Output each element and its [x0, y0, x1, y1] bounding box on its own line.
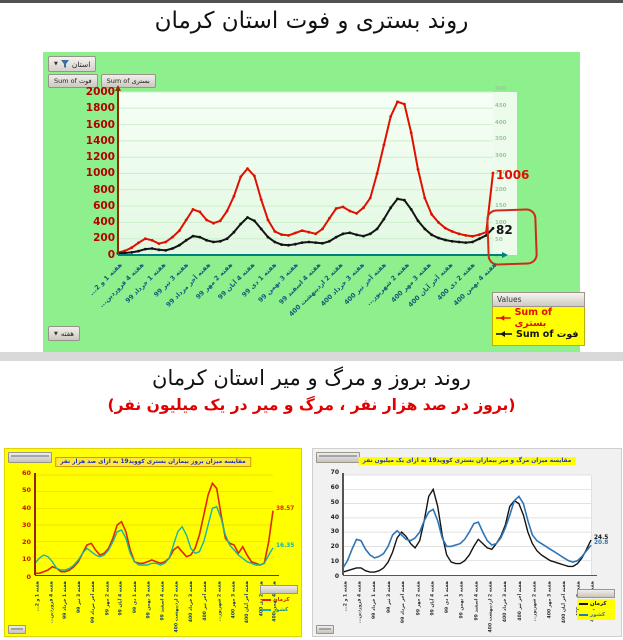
country-series-marker-icon: [262, 609, 271, 611]
legend-header-bar: [260, 585, 298, 594]
primary-y-axis-labels: 2000 1800 1600 1400 1200 1000 800 600 400 200 0: [85, 86, 115, 261]
secondary-y-axis-labels: 500 450 400 350 300 250 200 150 100 50 0: [495, 86, 507, 260]
province-filter-label: استان: [71, 59, 91, 69]
y-axis-line: [342, 473, 344, 575]
legend-row-deaths: Sum of فوت: [496, 326, 581, 342]
x-axis-line: [35, 574, 279, 576]
mortality-legend: کرمان کشور: [577, 589, 615, 621]
mortality-chart-title: مقایسه میزان مرگ و میر بیماران بستری کوو…: [358, 457, 576, 465]
legend-label-deaths: Sum of فوت: [516, 328, 579, 340]
incidence-x-axis-labels: هفته 1 و 2... هفته 4 فروردین... هفته 1 خرد…: [35, 581, 278, 633]
mortality-y-axis-labels: 70 60 50 40 30 20 10 0: [330, 469, 339, 580]
dropdown-arrow-icon: ▼: [54, 330, 58, 337]
legend-header: Values: [492, 292, 585, 307]
x-axis-line: [343, 574, 597, 576]
chart-canvas: [342, 474, 592, 573]
legend-label-country: کشور: [590, 612, 606, 618]
legend-label-admissions: Sum of بستری: [514, 307, 553, 329]
x-axis-labels: هفته 1 و 2... هفته 4 فروردین... هفته 1 خرد…: [87, 261, 499, 319]
trend-line-chart: 1006 82: [114, 85, 538, 266]
incidence-chart-title: مقایسه میزان بروز بیماران بستری کووید19 …: [55, 457, 251, 467]
y-axis-line: [114, 85, 121, 255]
province-filter-button[interactable]: استان ▼: [48, 56, 97, 72]
toolbar-chip[interactable]: [316, 625, 334, 634]
hospital-death-chart-panel: استان ▼ Sum of فوت Sum of بستری 2000 1800…: [43, 52, 585, 352]
top-edge-strip: [0, 0, 623, 3]
chart-canvas: [116, 91, 495, 255]
filter-funnel-icon: [60, 60, 69, 68]
secondary-axis-strip: [493, 92, 517, 255]
country-series-marker-icon: [579, 614, 588, 616]
section1-title: روند بستری و فوت استان کرمان: [154, 8, 469, 34]
toolbar-chip[interactable]: [316, 452, 360, 463]
incidence-chart-panel: مقایسه میزان بروز بیماران بستری کووید19 …: [4, 448, 302, 637]
incidence-line-chart: 38.57 16.35: [34, 473, 294, 576]
incidence-legend: کرمان کشور: [260, 585, 298, 615]
toolbar-chip[interactable]: [8, 452, 52, 463]
legend-header-bar: [577, 589, 615, 598]
admissions-series-marker-icon: [496, 315, 511, 321]
mortality-line-chart: 24.5 20.8: [342, 473, 608, 576]
week-filter-label: هفته: [60, 329, 74, 338]
legend-label-kerman: کرمان: [273, 597, 290, 603]
kerman-series-marker-icon: [262, 599, 271, 601]
pivot-field-buttons: Sum of فوت Sum of بستری: [48, 74, 156, 88]
chart-canvas: [34, 474, 274, 575]
y-axis-line: [34, 473, 36, 575]
x-axis-line: [118, 251, 508, 258]
section-divider: [0, 352, 623, 361]
legend-body: Sum of بستری Sum of فوت: [492, 307, 585, 346]
kerman-series-marker-icon: [579, 603, 588, 605]
week-filter-button[interactable]: هفته ▼: [48, 326, 80, 341]
dropdown-arrow-icon: ▼: [54, 61, 58, 67]
deaths-series-marker-icon: [496, 331, 512, 337]
legend-label-kerman: کرمان: [590, 601, 607, 607]
legend-row-country: کشور: [260, 605, 298, 615]
legend-row-country: کشور: [577, 610, 615, 620]
incidence-y-axis-labels: 60 50 40 30 20 10 0: [21, 469, 31, 581]
mortality-chart-panel: مقایسه میزان مرگ و میر بیماران بستری کوو…: [312, 448, 622, 637]
pivot-field-admissions-button[interactable]: Sum of بستری: [100, 74, 156, 88]
mortality-x-axis-labels: هفته 1 و 2... هفته 4 فروردین... هفته 1 خرد…: [343, 581, 596, 633]
chart-legend: Values Sum of بستری Sum of فوت: [492, 292, 585, 346]
section2-subtitle: (بروز در صد هزار نفر ، مرگ و میر در یک م…: [107, 396, 516, 414]
legend-row-admissions: Sum of بستری: [496, 307, 581, 329]
pivot-field-deaths-button[interactable]: Sum of فوت: [48, 74, 98, 88]
section2-title: روند بروز و مرگ و میر استان کرمان: [152, 366, 471, 390]
legend-row-kerman: کرمان: [260, 595, 298, 605]
legend-row-kerman: کرمان: [577, 599, 615, 609]
legend-label-country: کشور: [273, 607, 289, 613]
toolbar-chip[interactable]: [8, 625, 26, 634]
